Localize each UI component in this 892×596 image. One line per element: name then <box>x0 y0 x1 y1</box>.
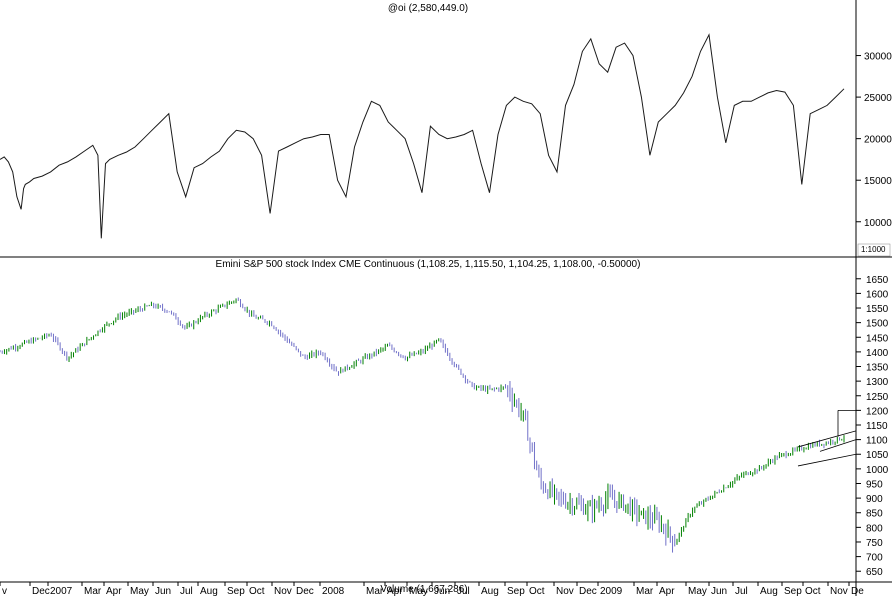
oi-line <box>0 33 845 239</box>
month-label: Apr <box>659 586 675 596</box>
price-tick-label: 1300 <box>866 377 889 388</box>
oi-tick-label: 30000 <box>864 52 892 63</box>
price-series <box>0 297 845 553</box>
month-label: May <box>688 586 707 596</box>
month-label: Nov <box>556 586 574 596</box>
price-tick-label: 850 <box>866 509 883 520</box>
month-label: Dec <box>296 586 314 596</box>
month-label: Mar <box>84 586 102 596</box>
month-label: Aug <box>481 586 499 596</box>
price-tick-label: 950 <box>866 479 883 490</box>
price-tick-label: 900 <box>866 494 883 505</box>
month-label: Jul <box>180 586 193 596</box>
month-label: 2008 <box>322 586 345 596</box>
price-title: Emini S&P 500 stock Index CME Continuous… <box>216 259 641 270</box>
price-tick-label: 1250 <box>866 392 889 403</box>
month-label: Mar <box>366 586 384 596</box>
upper-trendline <box>797 430 857 448</box>
month-label: Sep <box>507 586 525 596</box>
month-label: Nov <box>274 586 292 596</box>
open-interest-panel: @oi (2,580,449.0) 1:1000 <box>388 3 886 254</box>
month-label: Apr <box>387 586 403 596</box>
month-label: May <box>130 586 149 596</box>
price-tick-label: 1550 <box>866 304 889 315</box>
price-tick-label: 1200 <box>866 406 889 417</box>
price-tick-label: 1450 <box>866 333 889 344</box>
month-label: Jul <box>457 586 470 596</box>
month-label: 2009 <box>600 586 623 596</box>
price-tick-label: 1500 <box>866 319 889 330</box>
oi-scale-box <box>857 243 891 257</box>
month-label: May <box>409 586 428 596</box>
month-label: Sep <box>227 586 245 596</box>
month-label: Mar <box>636 586 654 596</box>
price-tick-label: 700 <box>866 553 883 564</box>
price-tick-label: 1150 <box>866 421 888 432</box>
oi-title: @oi (2,580,449.0) <box>388 3 468 14</box>
month-label: Jun <box>711 586 727 596</box>
oi-series <box>0 33 845 239</box>
month-label: 2007 <box>50 586 73 596</box>
oi-tick-label: 15000 <box>864 176 892 187</box>
month-label: Sep <box>784 586 802 596</box>
price-tick-label: 1000 <box>866 465 889 476</box>
price-tick-label: 1100 <box>866 436 888 447</box>
trend-channel <box>797 409 857 467</box>
month-label: Aug <box>200 586 218 596</box>
month-label: Jun <box>434 586 450 596</box>
month-label: Aug <box>760 586 778 596</box>
month-axis: Volume (1,667,286) v Dec 2007 Mar Apr May Jun J… <box>0 582 864 596</box>
month-label: v <box>2 586 7 596</box>
month-label: Nov <box>830 586 848 596</box>
price-panel: Emini S&P 500 stock Index CME Continuous… <box>216 259 641 270</box>
price-tick-label: 750 <box>866 538 883 549</box>
volume-label: Volume (1,667,286) <box>380 584 467 595</box>
month-label: Jun <box>155 586 171 596</box>
price-tick-label: 1350 <box>866 363 889 374</box>
price-tick-label: 1600 <box>866 289 889 300</box>
month-label: Apr <box>106 586 122 596</box>
month-label: Dec <box>32 586 50 596</box>
price-tick-label: 800 <box>866 523 883 534</box>
price-tick-label: 650 <box>866 567 883 578</box>
lower-trendline <box>797 453 857 467</box>
month-label: Jul <box>735 586 748 596</box>
month-label: Oct <box>805 586 821 596</box>
price-tick-label: 1050 <box>866 450 889 461</box>
mid-trendline <box>819 439 857 452</box>
price-tick-label: 1400 <box>866 348 889 359</box>
oi-scale-label: 1:1000 <box>861 245 886 254</box>
month-label: Dec <box>579 586 597 596</box>
oi-tick-label: 25000 <box>864 93 892 104</box>
oi-tick-label: 20000 <box>864 135 892 146</box>
price-tick-label: 1650 <box>866 275 889 286</box>
month-label: Oct <box>529 586 545 596</box>
month-label: De <box>851 586 864 596</box>
oi-tick-label: 10000 <box>864 218 892 229</box>
month-label: Oct <box>249 586 265 596</box>
